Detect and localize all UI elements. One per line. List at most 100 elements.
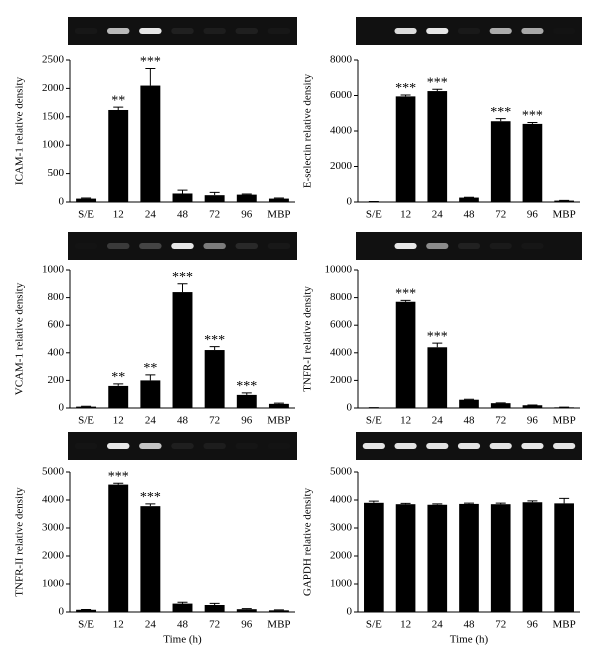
error-bar (368, 500, 379, 503)
bar (268, 610, 289, 612)
bar (522, 405, 543, 408)
gel-band (426, 28, 449, 34)
x-axis-label: Time (h) (163, 634, 202, 646)
x-tick-label: 96 (241, 415, 253, 427)
y-tick-label: 4000 (330, 125, 353, 137)
x-tick-label: MBP (553, 209, 576, 221)
x-tick-label: 24 (145, 209, 157, 221)
x-tick-label: MBP (267, 415, 290, 427)
error-bar (432, 88, 443, 92)
significance-label: ** (143, 361, 157, 376)
significance-label: *** (427, 329, 448, 344)
gel-band (139, 243, 162, 249)
x-axis-label: Time (h) (450, 634, 489, 646)
gel-band (521, 243, 543, 249)
y-tick-label: 6000 (330, 319, 353, 331)
bar (76, 198, 97, 202)
x-tick-label: 12 (113, 415, 124, 427)
y-tick-label: 6000 (330, 89, 353, 101)
y-tick-label: 2000 (42, 550, 65, 562)
gel-band (394, 28, 417, 34)
gel-band (457, 243, 481, 249)
y-tick-label: 500 (48, 167, 65, 179)
gel-band (489, 28, 512, 34)
error-bar (81, 197, 92, 199)
bar (204, 605, 225, 612)
bar (522, 502, 543, 612)
bar (490, 504, 511, 612)
x-tick-label: 48 (177, 415, 189, 427)
gel-band (236, 443, 258, 449)
y-tick-label: 4000 (330, 494, 353, 506)
error-bar (559, 497, 570, 504)
gel-band (203, 243, 226, 249)
x-tick-label: 48 (464, 415, 476, 427)
error-bar (400, 94, 411, 97)
y-tick-label: 0 (59, 196, 65, 208)
error-bar (145, 374, 156, 381)
x-tick-label: 96 (527, 415, 539, 427)
gel-band (489, 443, 512, 449)
gel-band (362, 443, 385, 449)
bar (459, 399, 479, 408)
gel-band (235, 243, 259, 249)
significance-label: *** (204, 333, 225, 348)
x-tick-label: 72 (495, 209, 506, 221)
error-bar (241, 392, 252, 395)
x-tick-label: 24 (145, 415, 157, 427)
gel-band (394, 443, 417, 449)
error-bar (145, 68, 156, 86)
gel-band (363, 28, 385, 34)
significance-label: *** (522, 109, 543, 124)
gel-band (458, 28, 480, 34)
y-tick-label: 8000 (330, 291, 353, 303)
y-tick-label: 10000 (325, 264, 353, 276)
gel-band (363, 243, 385, 249)
bar (108, 385, 129, 408)
bar (490, 121, 511, 202)
bar (236, 194, 257, 202)
y-tick-label: 1000 (42, 264, 65, 276)
bar (490, 403, 511, 408)
x-tick-label: 12 (400, 209, 411, 221)
error-bar (400, 502, 411, 505)
y-tick-label: 3000 (42, 522, 65, 534)
gel-band (553, 28, 575, 34)
gel-band (106, 243, 130, 249)
error-bar (273, 197, 284, 199)
error-bar (177, 601, 188, 604)
significance-label: *** (108, 469, 129, 484)
gel-band (75, 443, 98, 449)
error-bar (273, 402, 284, 404)
bar (268, 198, 289, 202)
gel-band (171, 243, 194, 249)
gel-band (75, 28, 98, 34)
gel-band (139, 443, 162, 449)
gel-band (489, 243, 512, 249)
x-tick-label: 72 (495, 415, 506, 427)
significance-label: *** (236, 379, 257, 394)
bar (554, 503, 574, 612)
error-bar (177, 189, 188, 194)
significance-label: ** (111, 370, 125, 385)
gel-band (268, 28, 291, 34)
error-bar (432, 342, 443, 348)
y-tick-label: 2500 (42, 54, 65, 66)
y-axis-label: TNFR-II relative density (14, 487, 26, 597)
bar (268, 403, 289, 408)
error-bar (177, 283, 188, 293)
x-tick-label: 96 (241, 619, 253, 631)
error-bar (495, 502, 506, 505)
significance-label: *** (490, 105, 511, 120)
gel-band (268, 243, 291, 249)
x-tick-label: 48 (177, 209, 189, 221)
y-axis-label: VCAM-1 relative density (14, 282, 26, 395)
x-tick-label: 24 (145, 619, 157, 631)
gel-band (171, 28, 194, 34)
bar (459, 503, 479, 612)
significance-label: *** (172, 270, 193, 285)
error-bar (432, 503, 443, 505)
error-bar (464, 502, 474, 504)
error-bar (113, 106, 124, 110)
x-tick-label: 72 (209, 209, 220, 221)
